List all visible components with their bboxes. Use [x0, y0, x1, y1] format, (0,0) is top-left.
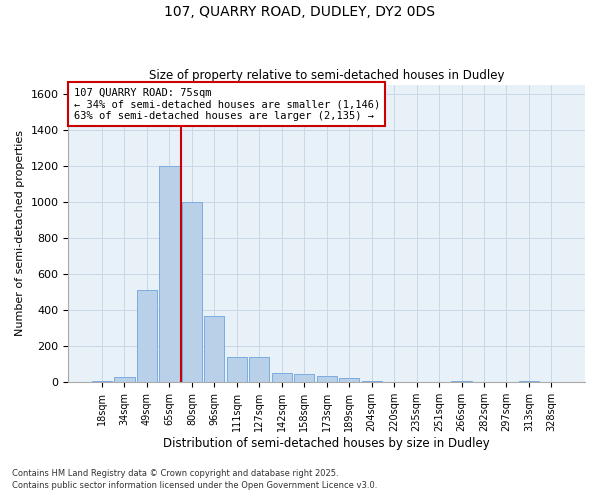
Text: Contains HM Land Registry data © Crown copyright and database right 2025.
Contai: Contains HM Land Registry data © Crown c… — [12, 468, 377, 490]
Bar — [451, 380, 472, 382]
Y-axis label: Number of semi-detached properties: Number of semi-detached properties — [15, 130, 25, 336]
Bar — [317, 376, 337, 382]
Bar — [159, 166, 179, 382]
Bar — [249, 357, 269, 382]
X-axis label: Distribution of semi-detached houses by size in Dudley: Distribution of semi-detached houses by … — [163, 437, 490, 450]
Bar — [137, 290, 157, 382]
Text: 107 QUARRY ROAD: 75sqm
← 34% of semi-detached houses are smaller (1,146)
63% of : 107 QUARRY ROAD: 75sqm ← 34% of semi-det… — [74, 88, 380, 120]
Bar — [115, 377, 134, 382]
Bar — [204, 316, 224, 382]
Bar — [182, 202, 202, 382]
Bar — [294, 374, 314, 382]
Title: Size of property relative to semi-detached houses in Dudley: Size of property relative to semi-detach… — [149, 69, 505, 82]
Bar — [92, 380, 112, 382]
Bar — [227, 357, 247, 382]
Bar — [339, 378, 359, 382]
Text: 107, QUARRY ROAD, DUDLEY, DY2 0DS: 107, QUARRY ROAD, DUDLEY, DY2 0DS — [164, 5, 436, 19]
Bar — [362, 380, 382, 382]
Bar — [272, 374, 292, 382]
